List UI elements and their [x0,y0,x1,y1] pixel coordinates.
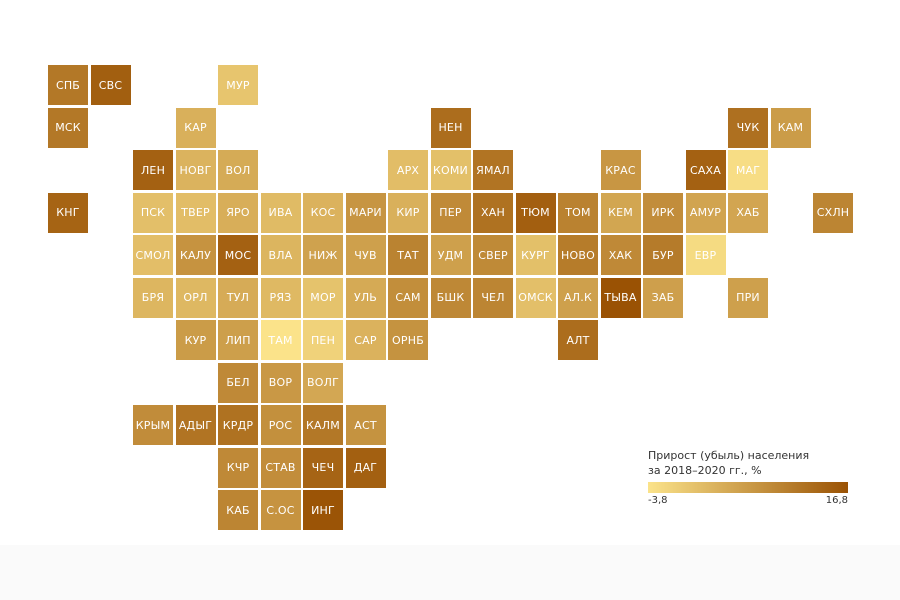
region-tile[interactable]: НОВО [558,235,598,275]
region-tile[interactable]: ХАБ [728,192,768,233]
region-tile[interactable]: СХЛН [813,192,853,233]
region-tile[interactable]: РЯЗ [260,277,301,318]
region-tile[interactable]: МАГ [728,150,768,190]
region-tile[interactable]: ЛИП [218,320,258,360]
legend-title-line2: за 2018–2020 гг., % [648,464,762,477]
region-tile[interactable]: КЧР [218,447,258,488]
region-tile[interactable]: МСК [48,107,88,148]
region-tile[interactable]: СТАВ [260,447,301,488]
region-tile[interactable]: КОМИ [430,150,471,190]
region-tile[interactable]: БЕЛ [218,362,258,403]
region-tile[interactable]: ИВА [260,192,301,233]
region-tile[interactable]: АСТ [345,405,386,445]
region-tile[interactable]: АРХ [388,150,428,190]
tile-map: СПБ СВС МУР МСК КАР НЕН ЧУК КАМ ЛЕН НОВГ ВОЛ АРХ КОМ… [48,65,853,530]
region-tile[interactable]: ПЕР [430,192,471,233]
footer-band [0,545,900,600]
region-tile[interactable]: АЛТ [558,320,598,360]
region-tile[interactable]: ТЮМ [515,192,556,233]
region-tile[interactable]: ТАТ [388,235,428,275]
region-tile[interactable]: СПБ [48,65,88,105]
region-tile[interactable]: КРАС [600,150,641,190]
region-tile[interactable]: ТАМ [260,320,301,360]
region-tile[interactable]: КИР [388,192,428,233]
region-tile[interactable]: ХАН [473,192,513,233]
region-tile[interactable]: КРДР [218,405,258,445]
region-tile[interactable]: СВС [90,65,131,105]
region-tile[interactable]: КАБ [218,490,258,530]
region-tile[interactable]: КУР [175,320,216,360]
region-tile[interactable]: ТОМ [558,192,598,233]
region-tile[interactable]: ЕВР [685,235,726,275]
region-tile[interactable]: СВЕР [473,235,513,275]
region-tile[interactable]: ЗАБ [643,277,683,318]
legend-max-label: 16,8 [825,495,848,506]
region-tile[interactable]: КОС [303,192,343,233]
region-tile[interactable]: ЧЕЧ [303,447,343,488]
region-tile[interactable]: КАМ [770,107,811,148]
legend-min-label: -3,8 [648,495,668,506]
region-tile[interactable]: КУРГ [515,235,556,275]
region-tile[interactable]: ПСК [133,192,173,233]
region-tile[interactable]: МОР [303,277,343,318]
region-tile[interactable]: ПРИ [728,277,768,318]
region-tile[interactable]: ОРЛ [175,277,216,318]
region-tile[interactable]: ВОЛГ [303,362,343,403]
region-tile[interactable]: НЕН [430,107,471,148]
region-tile[interactable]: РОС [260,405,301,445]
legend: Прирост (убыль) населения за 2018–2020 г… [648,448,858,509]
legend-gradient-bar [648,482,848,493]
region-tile[interactable]: МОС [218,235,258,275]
region-tile[interactable]: САР [345,320,386,360]
region-tile[interactable]: КАЛУ [175,235,216,275]
region-tile[interactable]: БУР [643,235,683,275]
region-tile[interactable]: УДМ [430,235,471,275]
region-tile[interactable]: АМУР [685,192,726,233]
region-tile[interactable]: ПЕН [303,320,343,360]
region-tile[interactable]: ИРК [643,192,683,233]
region-tile[interactable]: БРЯ [133,277,173,318]
region-tile[interactable]: СМОЛ [133,235,173,275]
region-tile[interactable]: МАРИ [345,192,386,233]
region-tile[interactable]: КРЫМ [133,405,173,445]
region-tile[interactable]: МУР [218,65,258,105]
region-tile[interactable]: ЯМАЛ [473,150,513,190]
region-tile[interactable]: КАЛМ [303,405,343,445]
region-tile[interactable]: ОРНБ [388,320,428,360]
legend-labels: -3,8 16,8 [648,495,848,509]
region-tile[interactable]: ВОЛ [218,150,258,190]
region-tile[interactable]: САХА [685,150,726,190]
region-tile[interactable]: ОМСК [515,277,556,318]
region-tile[interactable]: АЛ.К [558,277,598,318]
legend-title: Прирост (убыль) населения за 2018–2020 г… [648,448,858,478]
region-tile[interactable]: ЯРО [218,192,258,233]
legend-title-line1: Прирост (убыль) населения [648,449,810,462]
region-tile[interactable]: ЧУК [728,107,768,148]
region-tile[interactable]: НОВГ [175,150,216,190]
region-tile[interactable]: ТУЛ [218,277,258,318]
region-tile[interactable]: ДАГ [345,447,386,488]
region-tile[interactable]: КНГ [48,192,88,233]
region-tile[interactable]: БШК [430,277,471,318]
region-tile[interactable]: УЛЬ [345,277,386,318]
region-tile[interactable]: КЕМ [600,192,641,233]
region-tile[interactable]: ТЫВА [600,277,641,318]
region-tile[interactable]: ТВЕР [175,192,216,233]
region-tile[interactable]: САМ [388,277,428,318]
region-tile[interactable]: ВОР [260,362,301,403]
region-tile[interactable]: ЧЕЛ [473,277,513,318]
region-tile[interactable]: ХАК [600,235,641,275]
region-tile[interactable]: КАР [175,107,216,148]
region-tile[interactable]: ЛЕН [133,150,173,190]
region-tile[interactable]: ЧУВ [345,235,386,275]
region-tile[interactable]: АДЫГ [175,405,216,445]
region-tile[interactable]: ИНГ [303,490,343,530]
region-tile[interactable]: НИЖ [303,235,343,275]
region-tile[interactable]: С.ОС [260,490,301,530]
region-tile[interactable]: ВЛА [260,235,301,275]
